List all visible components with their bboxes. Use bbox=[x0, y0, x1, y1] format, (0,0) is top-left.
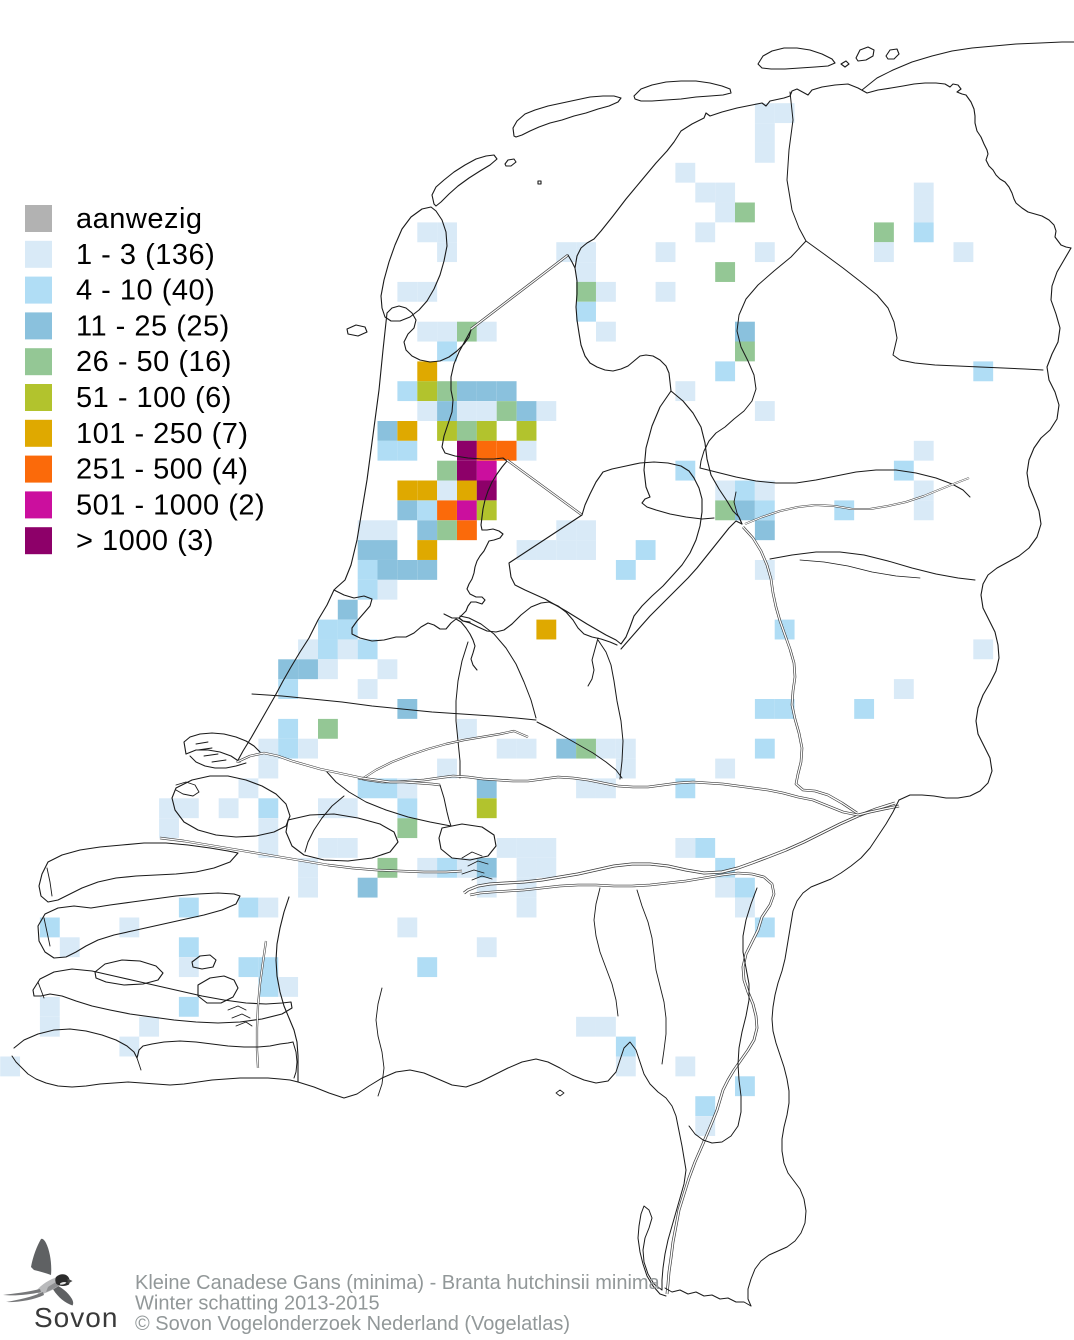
svg-text:aanwezig: aanwezig bbox=[76, 203, 203, 235]
svg-text:1 - 3 (136): 1 - 3 (136) bbox=[76, 239, 215, 271]
svg-text:Sovon: Sovon bbox=[34, 1302, 118, 1333]
svg-text:11 - 25 (25): 11 - 25 (25) bbox=[76, 310, 230, 342]
svg-text:Winter schatting 2013-2015: Winter schatting 2013-2015 bbox=[135, 1293, 380, 1315]
svg-text:251 - 500 (4): 251 - 500 (4) bbox=[76, 454, 249, 486]
svg-text:Kleine Canadese Gans (minima): Kleine Canadese Gans (minima) - Branta h… bbox=[135, 1272, 661, 1294]
svg-text:51 - 100 (6): 51 - 100 (6) bbox=[76, 382, 232, 414]
svg-text:© Sovon Vogelonderzoek Nederla: © Sovon Vogelonderzoek Nederland (Vogela… bbox=[135, 1313, 570, 1335]
svg-text:101 - 250 (7): 101 - 250 (7) bbox=[76, 418, 249, 450]
svg-text:26 - 50 (16): 26 - 50 (16) bbox=[76, 346, 232, 378]
svg-text:> 1000 (3): > 1000 (3) bbox=[76, 525, 214, 557]
svg-text:4 - 10 (40): 4 - 10 (40) bbox=[76, 275, 215, 307]
svg-text:501 - 1000 (2): 501 - 1000 (2) bbox=[76, 489, 265, 521]
